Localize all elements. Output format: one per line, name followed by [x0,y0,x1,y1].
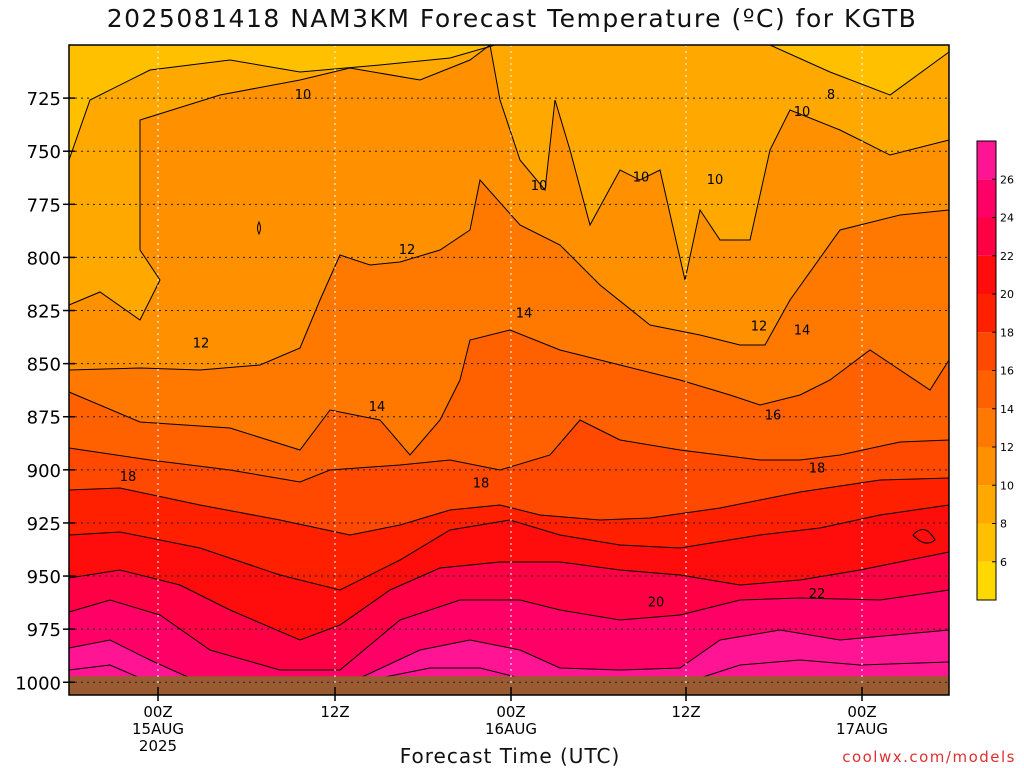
colorbar-swatch [977,141,996,180]
chart-title: 2025081418 NAM3KM Forecast Temperature (… [106,4,918,33]
isotherm-line [257,220,261,236]
y-tick-label: 800 [27,248,61,269]
contour-label: 16 [765,409,782,424]
contour-labels: 10 8 10 10 10 10 12 14 12 12 14 14 16 18 18 18 20 22 [120,88,835,611]
colorbar-swatch [977,217,996,256]
y-tick-label: 775 [27,195,61,216]
colorbar-swatch [977,561,996,600]
x-tick-label: 00Z [143,703,172,721]
colorbar-tick-label: 24 [1000,212,1014,225]
colorbar-swatch [977,370,996,409]
colorbar-tick-label: 14 [1000,403,1014,416]
isotherm-line [912,529,936,544]
contour-label: 10 [707,173,724,188]
isotherm-line [68,477,950,536]
colorbar-tick-label: 8 [1000,518,1007,531]
contour-label: 10 [794,105,811,120]
y-tick-label: 850 [27,355,61,376]
colorbar-swatch [977,332,996,371]
isotherm-line [68,659,950,679]
y-tick-label: 1000 [15,673,61,694]
x-tick-label: 12Z [320,703,349,721]
ground-fill [69,676,949,695]
y-tick-label: 825 [27,302,61,323]
x-tick-label: 17AUG [836,720,888,738]
contour-label: 12 [193,336,210,351]
colorbar-tick-label: 12 [1000,441,1014,454]
contour-label: 14 [794,324,811,339]
contour-label: 8 [827,88,835,103]
colorbar-tick-label: 18 [1000,326,1014,339]
isotherm-line [68,504,950,591]
colorbar-swatch [977,255,996,294]
contour-label: 14 [516,307,533,322]
x-tick-label: 00Z [496,703,525,721]
contour-label: 10 [633,171,650,186]
ground-layer [69,676,949,695]
y-tick-label: 750 [27,142,61,163]
isotherm-line [68,551,950,641]
contour-label: 18 [473,477,490,492]
colorbar-swatch [977,179,996,218]
colorbar-swatch [977,523,996,562]
y-tick-label: 925 [27,514,61,535]
colorbar-swatch [977,294,996,333]
y-tick-label: 900 [27,461,61,482]
plot-frame [68,44,950,696]
x-tick-label: 12Z [671,703,700,721]
x-tick-label: 15AUG [132,720,184,738]
colorbar-swatch [977,408,996,447]
contour-label: 10 [531,179,548,194]
x-tick-label: 2025 [139,737,177,755]
contour-label: 14 [369,400,386,415]
colorbar-swatch [977,485,996,524]
credit-link[interactable]: coolwx.com/models [842,748,1016,766]
colorbar-tick-label: 10 [1000,479,1014,492]
contour-label: 18 [809,462,826,477]
isotherm-line [68,329,950,456]
y-tick-label: 950 [27,567,61,588]
colorbar-legend: 6 8 10 12 14 16 18 20 22 24 26 [976,140,1014,601]
x-axis-label: Forecast Time (UTC) [399,744,621,768]
temperature-bands [69,45,949,695]
colorbar-tick-label: 22 [1000,250,1014,263]
colorbar-tick-label: 6 [1000,556,1007,569]
isotherm-line [68,419,950,483]
x-tick-label: 00Z [847,703,876,721]
contour-label: 22 [809,587,826,602]
colorbar-tick-label: 20 [1000,288,1014,301]
contour-label: 18 [120,470,137,485]
isotherm-line [68,178,950,371]
contour-label: 10 [295,88,312,103]
isotherm-line [68,629,950,679]
contour-label: 12 [751,319,768,334]
contour-label: 12 [399,243,416,258]
contour-label: 20 [648,596,665,611]
isotherm-line [68,589,950,671]
grid-lines [69,45,949,695]
y-tick-label: 875 [27,408,61,429]
isotherm-line [68,44,950,321]
x-tick-label: 16AUG [485,720,537,738]
colorbar-tick-label: 26 [1000,173,1014,186]
y-tick-label: 725 [27,89,61,110]
colorbar-tick-label: 16 [1000,365,1014,378]
colorbar-swatch [977,447,996,486]
y-tick-label: 975 [27,620,61,641]
axes: 725 750 775 800 825 850 875 900 925 950 975 1000 00Z… [15,44,950,755]
